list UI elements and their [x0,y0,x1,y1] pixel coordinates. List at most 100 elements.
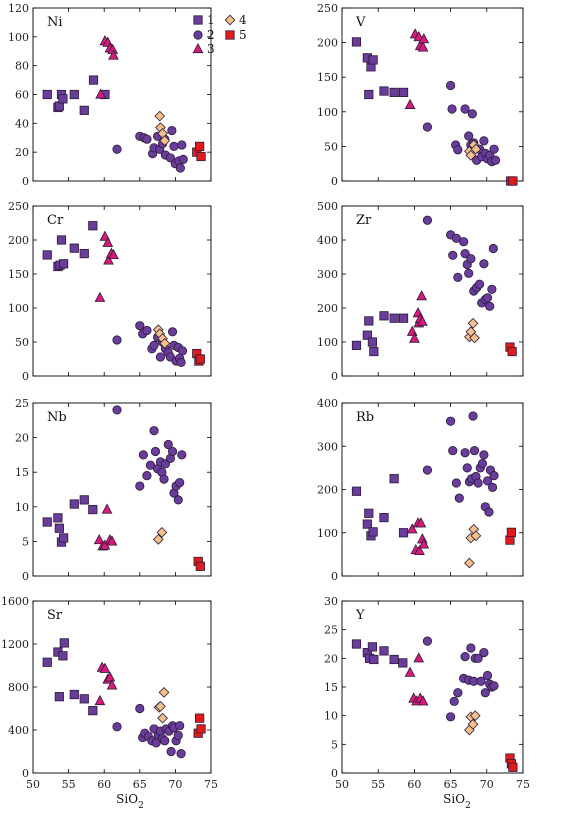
data-point-group-1 [88,75,99,85]
data-point-group-2 [422,465,433,475]
data-point-group-2 [460,104,470,114]
data-point-group-2 [163,439,173,450]
data-point-group-3 [418,538,430,549]
data-point-group-2 [466,254,476,264]
data-point-group-2 [479,647,489,658]
legend: 123 45 [192,13,247,56]
plot-frame [341,7,524,182]
data-point-group-1 [88,221,98,231]
data-point-group-2 [469,445,480,456]
y-tick-label: 50 [15,336,29,349]
data-point-group-1 [367,642,378,652]
series-group-1 [351,311,409,357]
data-point-group-2 [176,749,186,759]
y-tick-label: 0 [22,767,29,780]
x-tick-label: 70 [168,778,182,791]
data-point-group-2 [173,495,183,505]
data-point-group-2 [178,154,188,164]
data-point-group-5 [195,561,205,571]
data-point-group-4 [158,687,170,698]
data-point-group-2 [142,325,152,336]
data-point-group-2 [169,141,179,151]
legend-entry-4: 4 [224,13,247,27]
y-tick-label: 40 [15,117,29,130]
data-point-group-4 [465,150,477,161]
data-point-group-2 [422,122,433,132]
data-point-group-2 [177,346,188,356]
data-point-group-2 [467,109,477,119]
data-point-group-3 [416,290,428,301]
x-tick-label: 60 [97,778,111,791]
series-group-2 [422,215,498,311]
panel-title: Cr [47,213,64,228]
data-point-group-1 [398,87,409,98]
data-point-group-4 [155,700,166,712]
x-tick-label: 55 [62,778,76,791]
data-point-group-2 [135,703,145,714]
y-tick-label: 5 [331,738,338,751]
data-point-group-2 [422,215,433,225]
panel-title: Rb [356,410,374,425]
plot-frame [32,600,212,774]
data-point-group-4 [469,710,481,722]
x-tick-label: 75 [204,778,218,791]
y-tick-label: 10 [324,710,338,723]
data-point-group-2 [150,446,161,457]
series-group-4 [464,523,482,569]
data-point-group-1 [58,651,68,661]
data-point-group-2 [482,670,493,681]
data-point-group-3 [94,291,106,302]
data-point-group-5 [505,535,515,545]
data-point-group-2 [112,722,122,732]
data-point-group-2 [477,458,488,469]
data-point-group-4 [470,530,482,542]
data-point-group-1 [59,533,69,543]
data-point-group-1 [59,638,69,648]
series-group-5 [505,342,517,357]
y-tick-label: 20 [15,432,29,445]
y-tick-label: 60 [15,89,29,102]
data-point-group-2 [459,237,469,247]
data-point-group-5 [195,354,205,364]
data-point-group-2 [445,416,456,426]
data-point-group-2 [489,144,499,154]
data-point-group-2 [448,445,458,456]
data-point-group-1 [88,706,98,716]
data-point-group-4 [159,135,171,146]
legend-marker-4 [224,14,236,26]
data-point-group-3 [406,523,418,534]
y-tick-label: 0 [331,175,338,188]
series-group-3 [94,230,119,302]
data-point-group-1 [56,235,67,245]
y-tick-label: 100 [8,302,29,315]
series-group-5 [505,753,518,772]
y-tick-label: 0 [22,370,29,383]
data-point-group-1 [69,243,79,253]
y-tick-label: 15 [15,466,29,479]
series-group-3 [406,517,430,556]
data-point-group-5 [507,346,517,357]
data-point-group-1 [79,694,89,704]
data-point-group-2 [453,272,463,282]
data-point-group-2 [484,507,494,517]
data-point-group-2 [449,696,459,706]
data-point-group-2 [175,721,185,731]
panel-title: Sr [47,608,63,623]
x-axis-label-right: SiO2 [443,792,471,811]
data-point-group-2 [176,357,186,367]
y-tick-label: 200 [317,37,338,50]
panels: 020406080100120Ni050100150200250V0501001… [1,2,530,791]
data-point-group-3 [417,695,429,706]
data-point-group-2 [177,140,187,150]
data-point-group-1 [59,259,69,269]
data-point-group-1 [351,486,362,496]
data-point-group-2 [453,145,463,155]
data-point-group-2 [480,688,490,698]
panel-title: Ni [47,15,63,30]
legend-label-4: 4 [239,13,247,27]
data-point-group-1 [69,89,79,100]
series-group-3 [404,28,430,109]
data-point-group-4 [159,337,171,349]
legend-label-1: 1 [207,13,215,27]
data-point-group-2 [142,134,152,144]
